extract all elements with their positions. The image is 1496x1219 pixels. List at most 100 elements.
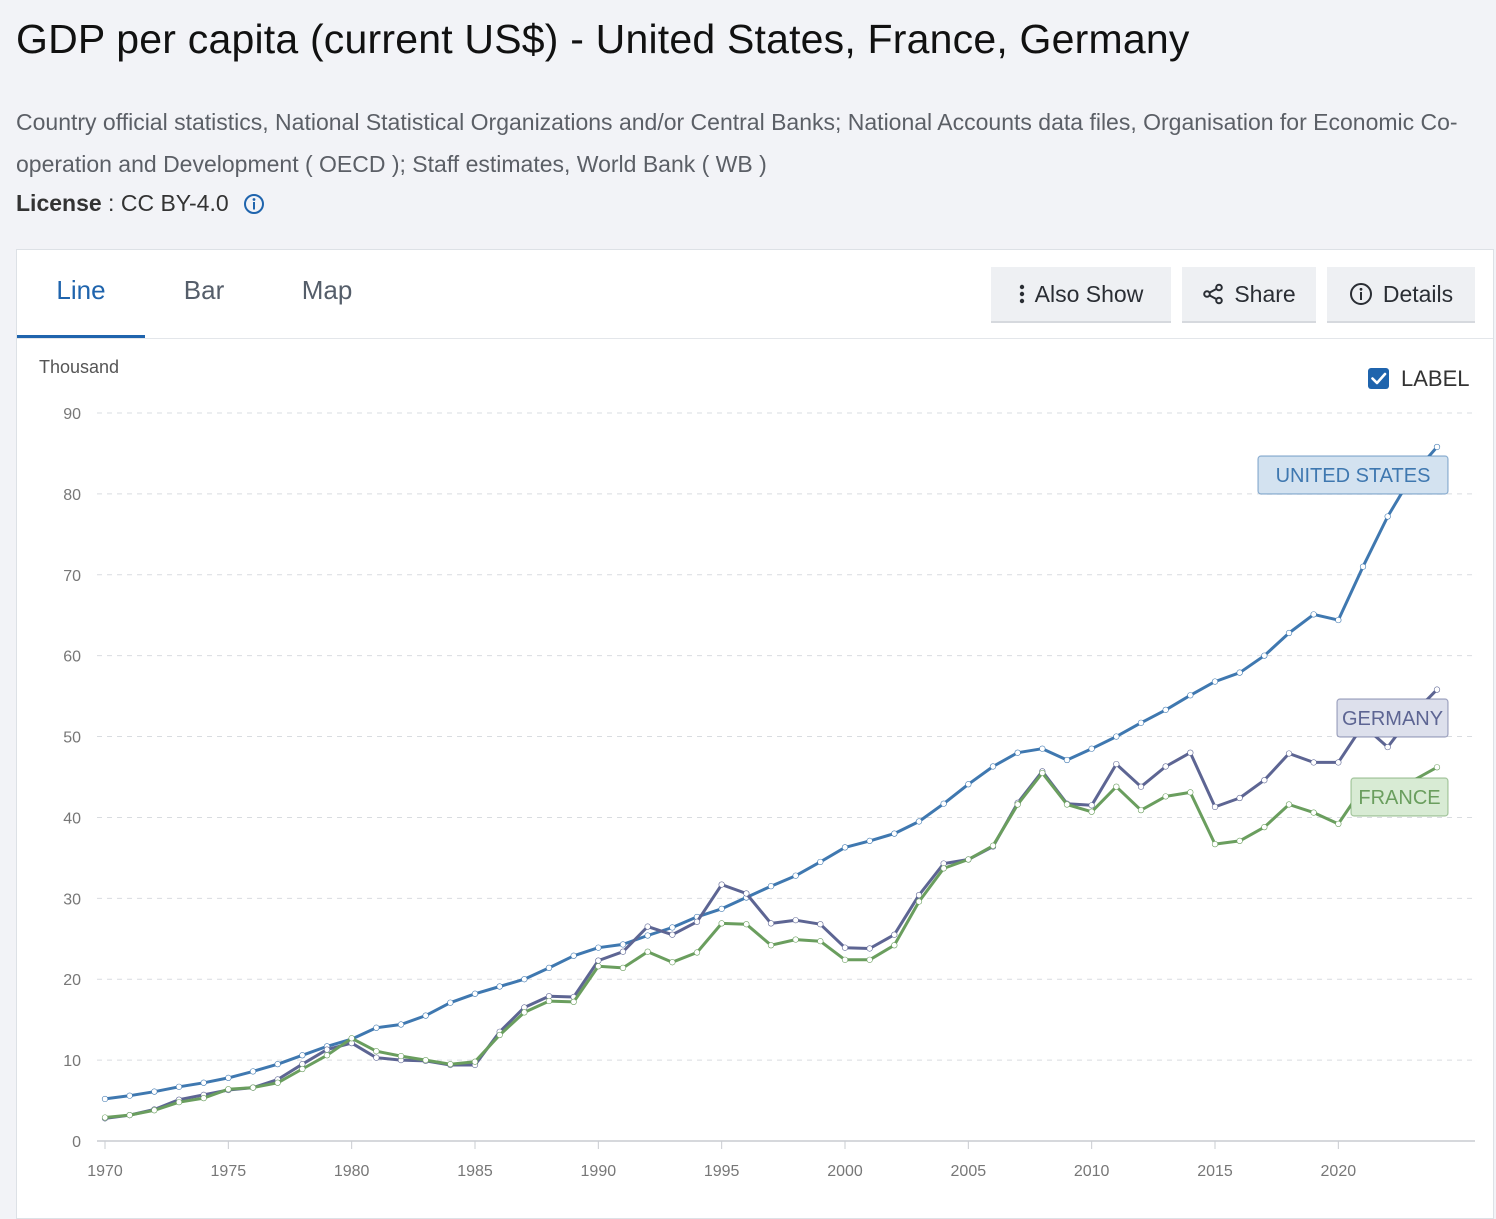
france-point[interactable] (743, 921, 750, 928)
united-states-point[interactable] (1433, 443, 1441, 451)
germany-point[interactable] (718, 881, 725, 888)
germany-point[interactable] (891, 931, 898, 938)
united-states-point[interactable] (126, 1092, 133, 1099)
united-states-point[interactable] (866, 837, 873, 845)
france-point[interactable] (1113, 783, 1120, 790)
united-states-point[interactable] (1211, 678, 1219, 685)
germany-point[interactable] (1433, 686, 1441, 693)
united-states-point[interactable] (915, 818, 923, 825)
united-states-point[interactable] (1039, 745, 1046, 752)
france-point[interactable] (447, 1061, 454, 1068)
united-states-point[interactable] (669, 924, 676, 931)
united-states-point[interactable] (1187, 692, 1194, 699)
france-point[interactable] (1014, 801, 1021, 808)
france-point[interactable] (644, 948, 651, 955)
tab-map[interactable]: Map (301, 275, 353, 305)
details-button[interactable]: Details (1327, 267, 1475, 323)
france-point[interactable] (1310, 809, 1317, 816)
united-states-point[interactable] (595, 944, 602, 951)
united-states-point[interactable] (521, 976, 528, 983)
france-point[interactable] (915, 898, 923, 905)
france-point[interactable] (989, 842, 997, 849)
united-states-point[interactable] (891, 830, 898, 837)
united-states-point[interactable] (718, 905, 725, 912)
germany-point[interactable] (866, 945, 873, 952)
france-point[interactable] (619, 964, 627, 971)
france-point[interactable] (299, 1065, 306, 1073)
united-states-point[interactable] (1113, 733, 1120, 740)
france-point[interactable] (965, 856, 972, 863)
united-states-point[interactable] (397, 1021, 405, 1028)
united-states-point[interactable] (1335, 616, 1342, 624)
germany-point[interactable] (1211, 803, 1219, 811)
united-states-point[interactable] (1088, 745, 1095, 752)
france-point[interactable] (126, 1112, 133, 1119)
united-states-point[interactable] (422, 1012, 429, 1019)
united-states-point[interactable] (545, 964, 553, 971)
united-states-point[interactable] (175, 1083, 183, 1090)
france-point[interactable] (101, 1114, 109, 1121)
france-point[interactable] (1211, 841, 1219, 848)
germany-point[interactable] (743, 890, 750, 897)
france-point[interactable] (496, 1031, 503, 1039)
france-point[interactable] (373, 1048, 380, 1055)
united-states-point[interactable] (1310, 611, 1317, 618)
united-states-point[interactable] (151, 1088, 158, 1095)
united-states-point[interactable] (373, 1024, 380, 1031)
germany-point[interactable] (619, 948, 627, 955)
united-states-point[interactable] (496, 983, 503, 990)
united-states-point[interactable] (274, 1061, 281, 1068)
france-point[interactable] (841, 956, 849, 963)
tab-bar[interactable]: Bar (183, 275, 225, 305)
france-point[interactable] (817, 938, 824, 945)
label-checkbox[interactable] (1368, 368, 1389, 389)
united-states-point[interactable] (1236, 669, 1243, 676)
france-point[interactable] (274, 1079, 281, 1086)
france-point[interactable] (1063, 801, 1071, 808)
germany-point[interactable] (323, 1046, 331, 1053)
france-point[interactable] (1236, 837, 1243, 845)
france-point[interactable] (422, 1057, 429, 1064)
france-point[interactable] (471, 1058, 479, 1065)
united-states-point[interactable] (447, 999, 454, 1006)
france-point[interactable] (397, 1052, 405, 1060)
united-states-point[interactable] (767, 883, 775, 890)
france-point[interactable] (151, 1107, 158, 1114)
tab-line[interactable]: Line (17, 250, 145, 338)
france-point[interactable] (792, 936, 799, 943)
united-states-point[interactable] (1285, 629, 1293, 637)
united-states-point[interactable] (570, 952, 577, 959)
france-point[interactable] (866, 956, 873, 963)
france-point[interactable] (767, 942, 775, 949)
france-point[interactable] (1433, 764, 1441, 771)
germany-point[interactable] (1162, 763, 1169, 770)
united-states-point[interactable] (249, 1068, 257, 1075)
france-point[interactable] (1261, 824, 1268, 831)
france-point[interactable] (521, 1009, 528, 1016)
share-button[interactable]: Share (1182, 267, 1316, 323)
france-point[interactable] (1039, 769, 1046, 777)
france-point[interactable] (1285, 801, 1293, 808)
united-states-point[interactable] (225, 1074, 232, 1082)
france-point[interactable] (545, 997, 553, 1005)
france-point[interactable] (1187, 789, 1194, 796)
france-point[interactable] (718, 920, 725, 927)
france-point[interactable] (1137, 807, 1145, 814)
france-point[interactable] (1088, 808, 1095, 815)
united-states-point[interactable] (200, 1079, 207, 1086)
info-icon[interactable] (243, 193, 265, 215)
united-states-point[interactable] (965, 781, 972, 788)
germany-point[interactable] (669, 931, 676, 938)
united-states-point[interactable] (299, 1052, 306, 1059)
germany-point[interactable] (1236, 794, 1243, 802)
united-states-point[interactable] (471, 990, 479, 997)
france-point[interactable] (200, 1095, 207, 1102)
germany-point[interactable] (1113, 760, 1120, 768)
united-states-point[interactable] (817, 858, 824, 866)
germany-point[interactable] (644, 923, 651, 930)
united-states-point[interactable] (989, 763, 997, 770)
france-point[interactable] (225, 1086, 232, 1093)
germany-point[interactable] (767, 920, 775, 927)
germany-point[interactable] (595, 957, 602, 964)
germany-point[interactable] (1187, 749, 1194, 756)
